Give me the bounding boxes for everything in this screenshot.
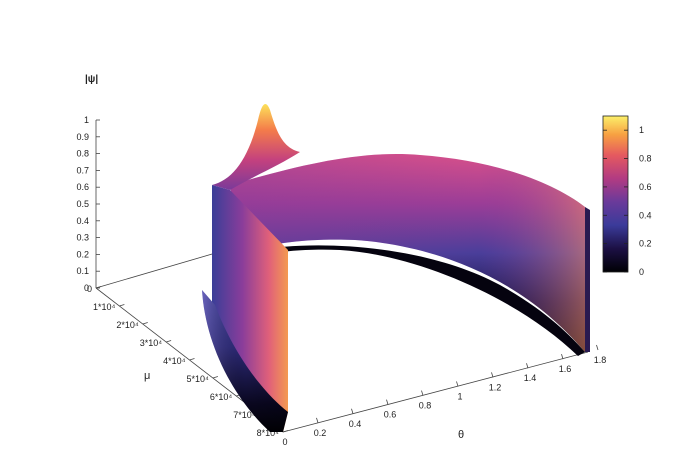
colorbar-ticks: 0 0.2 0.4 0.6 0.8 1 (603, 125, 652, 277)
theta-tick-label: 1.8 (594, 355, 607, 365)
mu-tick-mark (212, 376, 218, 379)
theta-axis-line (282, 351, 589, 433)
surface-back-wall-shade (230, 154, 585, 352)
mu-tick-label: 5*10⁴ (186, 374, 209, 384)
surface (202, 104, 590, 432)
z-tick-label: 0.7 (76, 165, 89, 175)
colorbar: 0 0.2 0.4 0.6 0.8 1 (602, 115, 652, 277)
theta-tick-label: 0 (282, 437, 287, 447)
surface-spike (212, 104, 300, 190)
theta-tick-mark (386, 399, 389, 405)
z-tick-label: 0.9 (76, 132, 89, 142)
mu-axis-label: μ (144, 370, 150, 382)
colorbar-tick-label: 0.6 (639, 182, 652, 192)
surface-back-floor (238, 245, 585, 356)
z-tick-label: 0 (84, 283, 89, 293)
z-tick-label: 0.8 (76, 149, 89, 159)
mu-tick-mark (189, 358, 195, 361)
theta-tick-label: 1.6 (559, 364, 572, 374)
theta-tick-label: 0.8 (419, 401, 432, 411)
mu-tick-label: 1*10⁴ (93, 302, 116, 312)
mu-tick-label: 6*10⁴ (210, 392, 233, 402)
mu-tick-label: 0 (87, 284, 92, 294)
mu-tick-mark (119, 304, 125, 307)
theta-tick-label: 1 (457, 391, 462, 401)
colorbar-tick-label: 0.2 (639, 239, 652, 249)
mu-tick-label: 4*10⁴ (163, 356, 186, 366)
colorbar-tick-label: 1 (639, 125, 644, 135)
z-tick-label: 0.6 (76, 182, 89, 192)
z-tick-label: 0.1 (76, 266, 89, 276)
theta-tick-label: 1.4 (524, 373, 537, 383)
theta-tick-mark (456, 381, 459, 387)
theta-tick-label: 0.4 (349, 419, 362, 429)
mu-axis-ticks: 0 1*10⁴2*10⁴3*10⁴4*10⁴5*10⁴6*10⁴7*10⁴8*10… (87, 284, 289, 438)
mu-tick-label: 8*10⁴ (257, 428, 280, 438)
z-tick-label: 0.2 (76, 249, 89, 259)
surface-left-wall (212, 185, 288, 432)
colorbar-gradient (602, 115, 629, 273)
z-tick-label: 0.3 (76, 233, 89, 243)
z-tick-label: 0.5 (76, 199, 89, 209)
z-tick-label: 1 (84, 115, 89, 125)
theta-tick-mark (596, 344, 599, 351)
colorbar-tick-label: 0.4 (639, 210, 652, 220)
surface-front-wall-shade (202, 290, 288, 432)
z-tick-label: 0.4 (76, 216, 89, 226)
theta-tick-label: 0.2 (314, 428, 327, 438)
theta-tick-mark (316, 417, 319, 424)
theta-axis-label: θ (458, 429, 464, 441)
mu-tick-mark (166, 340, 172, 343)
surface-right-edge (585, 207, 590, 352)
theta-tick-label: 0.6 (384, 410, 397, 420)
mu-tick-mark (142, 322, 148, 325)
mu-tick-mark (282, 430, 289, 433)
mu-tick-label: 7*10⁴ (233, 410, 256, 420)
mu-tick-label: 2*10⁴ (116, 320, 139, 330)
theta-tick-mark (526, 363, 529, 369)
mu-tick-mark (95, 286, 102, 289)
colorbar-tick-label: 0.8 (639, 154, 652, 164)
mu-tick-label: 3*10⁴ (140, 338, 163, 348)
z-axis-label: |ψ| (85, 74, 98, 85)
theta-tick-mark (491, 372, 494, 378)
theta-axis-ticks: 0 0.2 0.4 0.6 0.8 1 1.2 1.4 1.6 1.8 (281, 344, 607, 447)
theta-tick-label: 1.2 (489, 382, 502, 392)
z-axis-ticks: 0 0.1 0.2 0.3 0.4 0.5 0.6 0.7 0.8 0.9 1 (76, 115, 100, 293)
theta-tick-mark (351, 408, 354, 414)
colorbar-tick-label: 0 (639, 267, 644, 277)
theta-tick-mark (561, 353, 564, 360)
theta-tick-mark (421, 390, 424, 396)
